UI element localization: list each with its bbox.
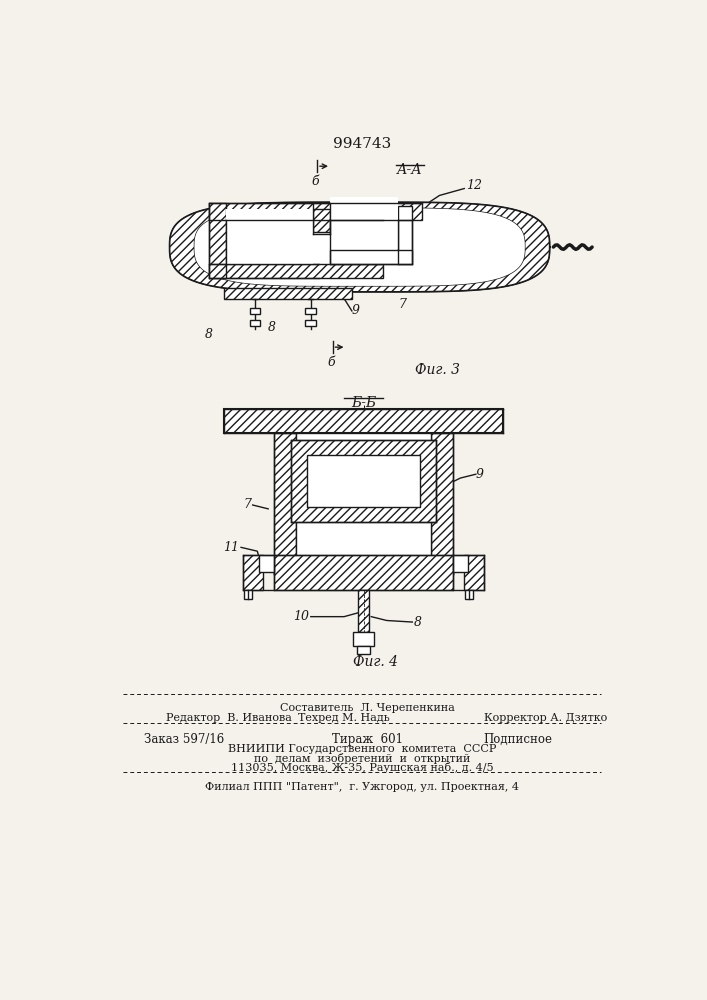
- Bar: [398, 206, 412, 264]
- Bar: [224, 409, 503, 433]
- Text: Б-Б: Б-Б: [351, 396, 376, 410]
- Text: Фиг. 3: Фиг. 3: [414, 363, 460, 377]
- Text: 9: 9: [352, 304, 360, 317]
- Text: б: б: [312, 175, 320, 188]
- Bar: [291, 440, 436, 522]
- Text: 7: 7: [243, 498, 251, 512]
- Bar: [452, 555, 468, 572]
- Bar: [431, 433, 452, 574]
- Bar: [209, 264, 383, 278]
- Bar: [226, 209, 313, 264]
- Bar: [224, 288, 352, 299]
- Bar: [330, 197, 398, 249]
- Text: 11: 11: [223, 541, 240, 554]
- Text: Составитель  Л. Черепенкина: Составитель Л. Черепенкина: [280, 703, 455, 713]
- Text: Заказ 597/16: Заказ 597/16: [144, 733, 224, 746]
- Text: Техред М. Надь: Техред М. Надь: [298, 713, 390, 723]
- Text: Филиал ППП "Патент",  г. Ужгород, ул. Проектная, 4: Филиал ППП "Патент", г. Ужгород, ул. Про…: [205, 782, 519, 792]
- Polygon shape: [170, 202, 549, 292]
- Bar: [243, 555, 263, 590]
- Text: Редактор  В. Иванова: Редактор В. Иванова: [166, 713, 292, 723]
- Bar: [209, 203, 421, 220]
- Bar: [274, 555, 452, 590]
- Bar: [356, 646, 370, 654]
- Bar: [307, 455, 420, 507]
- Text: 9: 9: [476, 468, 484, 481]
- Text: 12: 12: [466, 179, 481, 192]
- Text: Корректор А. Дзятко: Корректор А. Дзятко: [484, 713, 607, 723]
- PathPatch shape: [170, 202, 549, 292]
- Bar: [296, 433, 431, 574]
- Text: 7: 7: [398, 298, 407, 311]
- Text: Тираж  601: Тираж 601: [332, 733, 404, 746]
- Bar: [313, 209, 330, 232]
- Text: А-А: А-А: [397, 163, 423, 177]
- Text: б: б: [327, 356, 334, 369]
- Bar: [330, 250, 412, 264]
- Text: 8: 8: [268, 321, 276, 334]
- Bar: [305, 308, 316, 314]
- Bar: [209, 203, 226, 278]
- Text: 10: 10: [293, 610, 309, 623]
- Bar: [250, 308, 260, 314]
- Bar: [358, 590, 369, 632]
- Text: Подписное: Подписное: [484, 733, 553, 746]
- Bar: [259, 555, 274, 572]
- Bar: [464, 555, 484, 590]
- Bar: [244, 590, 252, 599]
- Text: по  делам  изобретений  и  открытий: по делам изобретений и открытий: [254, 753, 470, 764]
- Text: 8: 8: [204, 328, 213, 341]
- Text: ВНИИПИ Государственного  комитета  СССР: ВНИИПИ Государственного комитета СССР: [228, 744, 496, 754]
- Bar: [354, 632, 373, 646]
- Bar: [305, 320, 316, 326]
- Text: Фиг. 4: Фиг. 4: [353, 655, 397, 669]
- Text: 8: 8: [414, 616, 422, 629]
- Text: 113035, Москва, Ж-35, Раушская наб., д. 4/5: 113035, Москва, Ж-35, Раушская наб., д. …: [230, 762, 493, 773]
- Bar: [274, 433, 296, 574]
- Text: 994743: 994743: [333, 137, 391, 151]
- Bar: [250, 320, 260, 326]
- Bar: [465, 590, 473, 599]
- Polygon shape: [194, 208, 525, 286]
